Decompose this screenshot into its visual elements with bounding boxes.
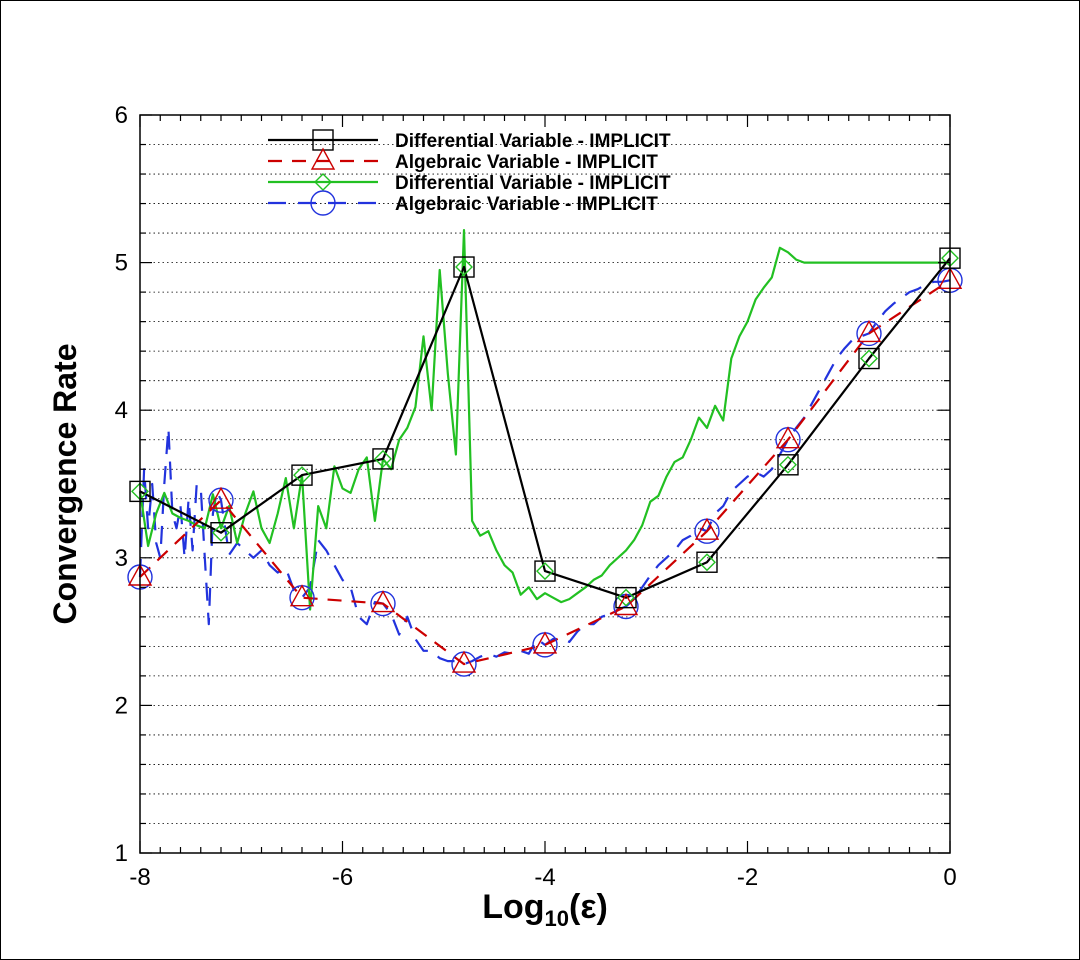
marker-diamond: [314, 173, 332, 191]
marker-diamond: [374, 449, 392, 468]
legend-label: Algebraic Variable - IMPLICIT: [395, 152, 658, 173]
series-line-1: [139, 257, 951, 599]
x-axis-title-argument: (ε): [569, 888, 608, 926]
marker-triangle: [856, 319, 882, 343]
marker-diamond: [293, 466, 311, 485]
series-line-2: [139, 279, 951, 666]
marker-diamond: [779, 455, 797, 474]
marker-square: [777, 454, 799, 476]
legend-label: Algebraic Variable - IMPLICIT: [395, 194, 658, 215]
marker-triangle: [532, 631, 558, 654]
marker-square: [534, 560, 556, 582]
x-axis-title: Log10(ε): [482, 888, 608, 931]
marker-triangle: [451, 650, 477, 673]
marker-square: [858, 347, 880, 370]
marker-triangle: [694, 517, 720, 540]
legend-label: Differential Variable - IMPLICIT: [395, 173, 671, 194]
x-tick-label: -2: [737, 864, 758, 891]
x-tick-label: -6: [332, 864, 353, 891]
y-tick-label: 1: [115, 840, 128, 867]
marker-triangle: [775, 426, 801, 449]
y-axis-title: Convergence Rate: [47, 344, 83, 625]
y-tick-label: 3: [115, 545, 128, 572]
marker-square: [210, 522, 232, 544]
marker-triangle: [613, 593, 639, 616]
x-tick-label: -8: [129, 864, 150, 891]
axis-ticks: [139, 114, 951, 854]
y-tick-label: 2: [115, 692, 128, 719]
marker-diamond: [860, 349, 878, 368]
marker-square: [291, 464, 313, 486]
marker-square: [696, 551, 718, 573]
x-axis-title-main: Log: [482, 888, 544, 926]
legend-label: Differential Variable - IMPLICIT: [395, 131, 671, 152]
y-tick-label: 4: [115, 397, 128, 424]
series-markers: [127, 247, 963, 677]
marker-diamond: [698, 553, 716, 572]
marker-square: [615, 586, 637, 609]
marker-diamond: [455, 258, 473, 277]
y-tick-label: 5: [115, 250, 128, 277]
marker-triangle: [310, 147, 336, 170]
marker-diamond: [536, 562, 554, 581]
marker-square: [372, 448, 394, 470]
marker-diamond: [212, 523, 230, 542]
marker-triangle: [370, 590, 396, 613]
x-tick-label: 0: [943, 864, 956, 891]
marker-square: [453, 256, 475, 278]
gridlines: [140, 144, 950, 824]
series-line-3: [138, 229, 950, 611]
marker-triangle: [289, 584, 315, 607]
series-lines: [138, 229, 951, 666]
legend: Differential Variable - IMPLICITAlgebrai…: [268, 129, 671, 216]
y-tick-label: 6: [115, 102, 128, 129]
x-tick-labels: -8 -6 -4 -2 0: [129, 864, 956, 891]
x-axis-title-subscript: 10: [545, 906, 569, 931]
marker-diamond: [617, 588, 635, 607]
marker-circle: [310, 190, 336, 216]
marker-triangle: [208, 486, 234, 509]
x-tick-label: -4: [534, 864, 555, 891]
y-tick-labels: 1 2 3 4 5 6: [115, 102, 128, 867]
